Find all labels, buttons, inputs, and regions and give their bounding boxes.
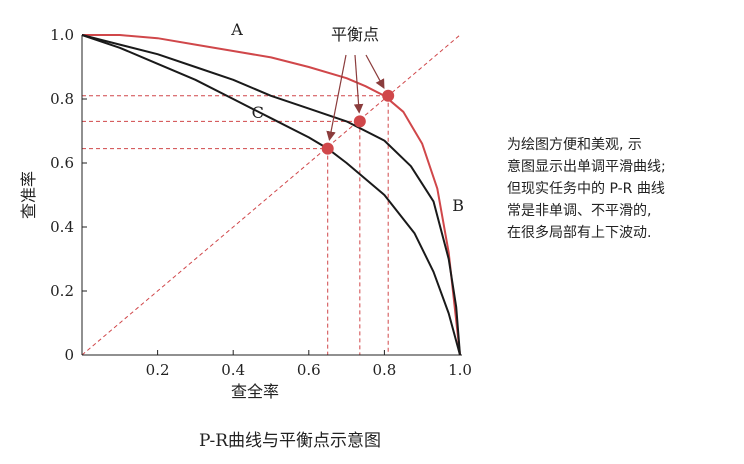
y-tick-label: 0.8 [50,90,74,108]
note-line: 在很多局部有上下波动. [507,225,652,241]
x-tick-label: 0.8 [372,361,396,379]
balance-point-marker [382,89,395,102]
note-line: 常是非单调、不平滑的, [507,203,652,219]
series-label-a: A [230,20,243,39]
diagonal-line [81,34,461,356]
y-tick-label: 0.2 [50,282,74,300]
x-tick-label: 0.6 [297,361,321,379]
side-note: 为绘图方便和美观, 示 意图显示出单调平滑曲线; 但现实任务中的 P-R 曲线 … [507,134,733,244]
note-line: 但现实任务中的 P-R 曲线 [507,181,665,197]
x-tick-label: 1.0 [448,361,472,379]
annotation-arrow [353,54,364,114]
y-tick-label: 1.0 [50,26,74,44]
y-tick-label: 0.4 [50,218,74,236]
balance-point-marker [353,115,366,128]
series-line-a [82,34,461,356]
series-line-c [81,34,461,356]
note-line: 意图显示出单调平滑曲线; [507,159,666,175]
annotation-arrow [365,54,385,89]
y-tick-label: 0.6 [50,154,74,172]
x-axis-label: 查全率 [231,382,279,401]
x-tick-label: 0.2 [146,361,170,379]
balance-point-label: 平衡点 [331,25,379,44]
series-line-b [81,34,461,356]
x-tick-label: 0.4 [221,361,245,379]
annotation-arrow [326,54,347,141]
y-tick-label: 0 [64,346,74,364]
figure-caption: P-R曲线与平衡点示意图 [198,431,382,451]
series-label-c: C [252,103,264,122]
balance-point-marker [321,142,334,155]
y-axis-label: 查准率 [19,171,38,219]
series-label-b: B [452,196,464,215]
note-line: 为绘图方便和美观, 示 [507,137,642,153]
